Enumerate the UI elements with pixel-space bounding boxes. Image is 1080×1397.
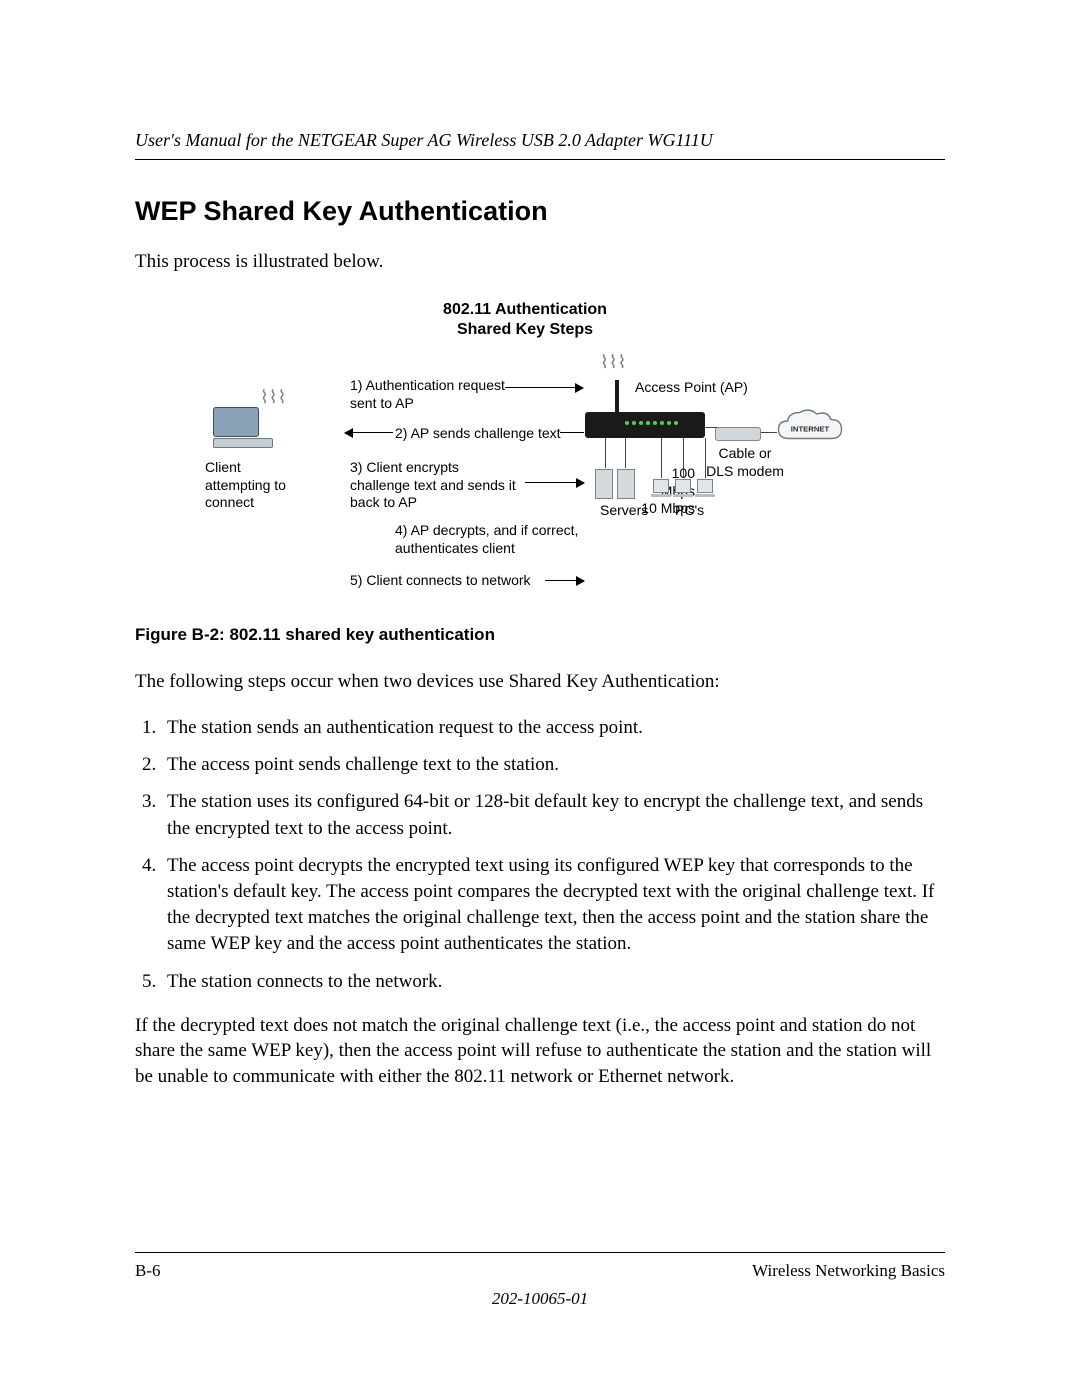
servers-label: Servers [600,502,648,520]
figure-step-3: 3) Client encrypts challenge text and se… [350,459,520,512]
ap-signal-icon: ⌇⌇⌇ [600,352,626,373]
client-label: Client attempting to connect [205,459,295,512]
modem-icon [715,427,761,441]
arrow-step3 [525,482,584,483]
pc-icon [697,479,713,493]
list-item: The access point sends challenge text to… [161,752,945,778]
figure-body: ⌇⌇⌇ Client attempting to connect ⌇⌇⌇ Acc… [205,347,845,607]
pcs-label: PC's [675,502,704,520]
figure-b2: 802.11 Authentication Shared Key Steps ⌇… [205,300,845,608]
page-footer: B-6 Wireless Networking Basics 202-10065… [135,1252,945,1309]
modem-label: Cable or DLS modem [705,445,785,480]
figure-title-line2: Shared Key Steps [457,321,593,338]
net-line [605,438,606,468]
wifi-signal-icon: ⌇⌇⌇ [260,387,286,408]
figure-step-5: 5) Client connects to network [350,572,531,590]
arrow-step2 [345,432,393,433]
pc-icon [653,479,669,493]
net-line [705,438,706,478]
net-line [705,427,717,428]
tail-paragraph: If the decrypted text does not match the… [135,1013,945,1090]
numbered-steps-list: The station sends an authentication requ… [135,715,945,995]
figure-title-line1: 802.11 Authentication [443,301,607,318]
intro-paragraph: This process is illustrated below. [135,249,945,275]
list-item: The station sends an authentication requ… [161,715,945,741]
router-icon [585,412,705,438]
client-laptop-icon [213,407,273,447]
server-icon [595,469,613,499]
footer-section-name: Wireless Networking Basics [752,1261,945,1281]
page-number: B-6 [135,1261,161,1281]
figure-title: 802.11 Authentication Shared Key Steps [205,300,845,342]
arrow-step5 [545,580,584,581]
manual-page: User's Manual for the NETGEAR Super AG W… [0,0,1080,1397]
arrow-step2b [560,432,584,433]
running-header: User's Manual for the NETGEAR Super AG W… [135,130,945,151]
server-icon [617,469,635,499]
pc-icon [675,479,691,493]
list-item: The station connects to the network. [161,969,945,995]
figure-caption: Figure B-2: 802.11 shared key authentica… [135,625,945,645]
section-heading: WEP Shared Key Authentication [135,196,945,227]
figure-step-2: 2) AP sends challenge text [395,425,561,443]
net-line [761,432,777,433]
arrow-step1 [505,387,583,388]
header-rule [135,159,945,160]
document-number: 202-10065-01 [135,1289,945,1309]
list-item: The station uses its configured 64-bit o… [161,789,945,841]
figure-step-4: 4) AP decrypts, and if correct, authenti… [395,522,595,557]
list-item: The access point decrypts the encrypted … [161,853,945,958]
access-point-label: Access Point (AP) [635,379,748,397]
net-line [625,438,626,468]
lead-paragraph: The following steps occur when two devic… [135,669,945,695]
internet-cloud-icon: INTERNET [775,407,845,449]
footer-rule [135,1252,945,1253]
figure-step-1: 1) Authentication request sent to AP [350,377,510,412]
internet-text: INTERNET [791,425,830,434]
